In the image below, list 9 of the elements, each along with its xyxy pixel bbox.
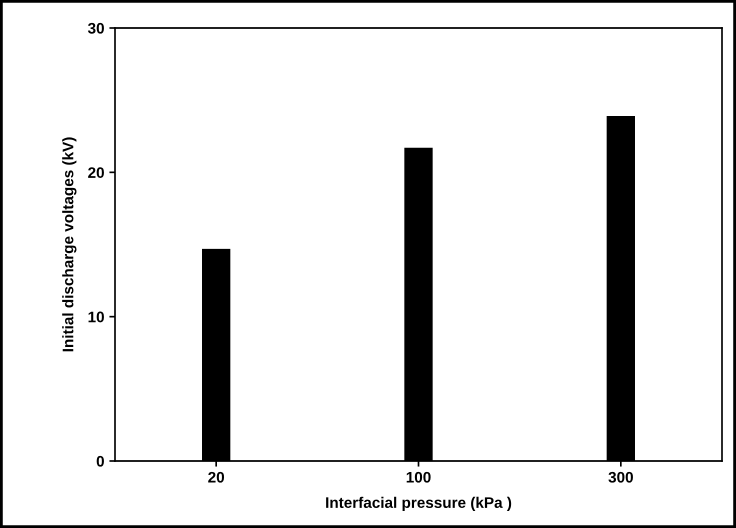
y-tick-label: 10 [88,312,104,322]
x-axis-title: Interfacial pressure (kPa ) [326,496,512,512]
x-tick-label: 20 [208,472,224,483]
x-tick-label: 300 [608,472,633,483]
y-tick-label: 0 [96,456,104,467]
y-axis-title: Initial discharge voltages (kV) [62,137,76,352]
y-tick-label: 20 [88,167,104,178]
x-tick-label: 100 [406,472,431,483]
y-tick-label: 30 [88,22,104,34]
